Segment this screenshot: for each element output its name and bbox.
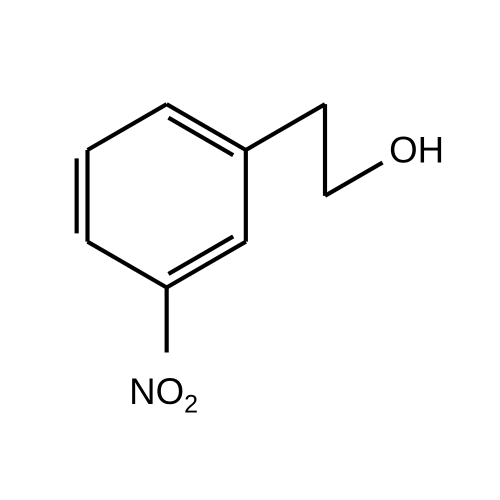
bond <box>167 242 246 288</box>
nitro-label: NO2 <box>129 371 198 418</box>
hydroxyl-label: OH <box>389 130 444 171</box>
bond <box>88 104 167 150</box>
bond <box>325 163 383 196</box>
bond <box>88 242 167 288</box>
bond <box>167 104 246 150</box>
molecule-diagram: OH NO2 <box>0 0 500 500</box>
bond <box>246 104 325 150</box>
